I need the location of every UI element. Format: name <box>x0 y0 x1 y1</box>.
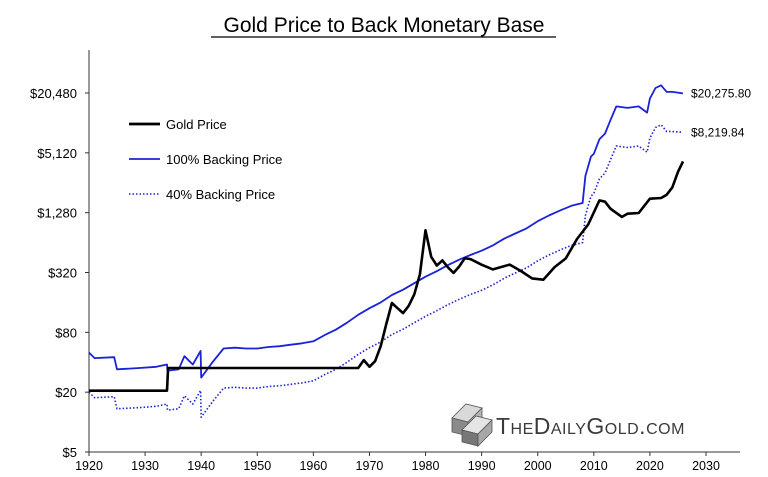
x-tick-label: 2020 <box>636 459 664 473</box>
y-tick-label: $20 <box>55 385 77 400</box>
x-tick-label: 1960 <box>299 459 327 473</box>
x-tick-label: 2010 <box>580 459 608 473</box>
chart-title: Gold Price to Back Monetary Base <box>224 14 545 37</box>
x-tick-label: 1990 <box>468 459 496 473</box>
x-tick-label: 1940 <box>187 459 215 473</box>
watermark-text: TheDailyGold.com <box>496 413 685 439</box>
y-tick-label: $80 <box>55 325 77 340</box>
legend-label-gold-price: Gold Price <box>166 117 227 132</box>
legend: Gold Price 100% Backing Price 40% Backin… <box>129 117 282 202</box>
y-tick-label: $5,120 <box>37 146 77 161</box>
x-axis-ticks: 1920 1930 1940 1950 1960 1970 1980 1990 2000 2010… <box>75 452 720 473</box>
series-end-label: $20,275.80 <box>691 86 751 100</box>
y-axis-ticks: $5 $20 $80 $320 $1,280 $5,120 $20,480 <box>30 86 89 460</box>
series-end-labels: $20,275.80 $8,219.84 <box>691 86 751 139</box>
watermark: TheDailyGold.com <box>451 403 685 447</box>
series-line-gold-price <box>89 160 685 393</box>
x-tick-label: 1970 <box>356 459 384 473</box>
gold-bars-icon <box>451 403 493 447</box>
y-tick-label: $1,280 <box>37 206 77 221</box>
series-end-label: $8,219.84 <box>691 125 745 139</box>
y-tick-label: $320 <box>48 266 77 281</box>
y-tick-label: $20,480 <box>30 86 77 101</box>
series-line-100-backing-price <box>88 84 684 379</box>
legend-label-100-backing: 100% Backing Price <box>166 152 282 167</box>
x-tick-label: 2000 <box>524 459 552 473</box>
y-tick-label: $5 <box>63 445 77 460</box>
legend-label-40-backing: 40% Backing Price <box>166 187 275 202</box>
x-tick-label: 2030 <box>692 459 720 473</box>
x-tick-label: 1950 <box>243 459 271 473</box>
x-tick-label: 1980 <box>412 459 440 473</box>
x-tick-label: 1920 <box>75 459 103 473</box>
x-tick-label: 1930 <box>131 459 159 473</box>
series-lines <box>88 84 685 419</box>
